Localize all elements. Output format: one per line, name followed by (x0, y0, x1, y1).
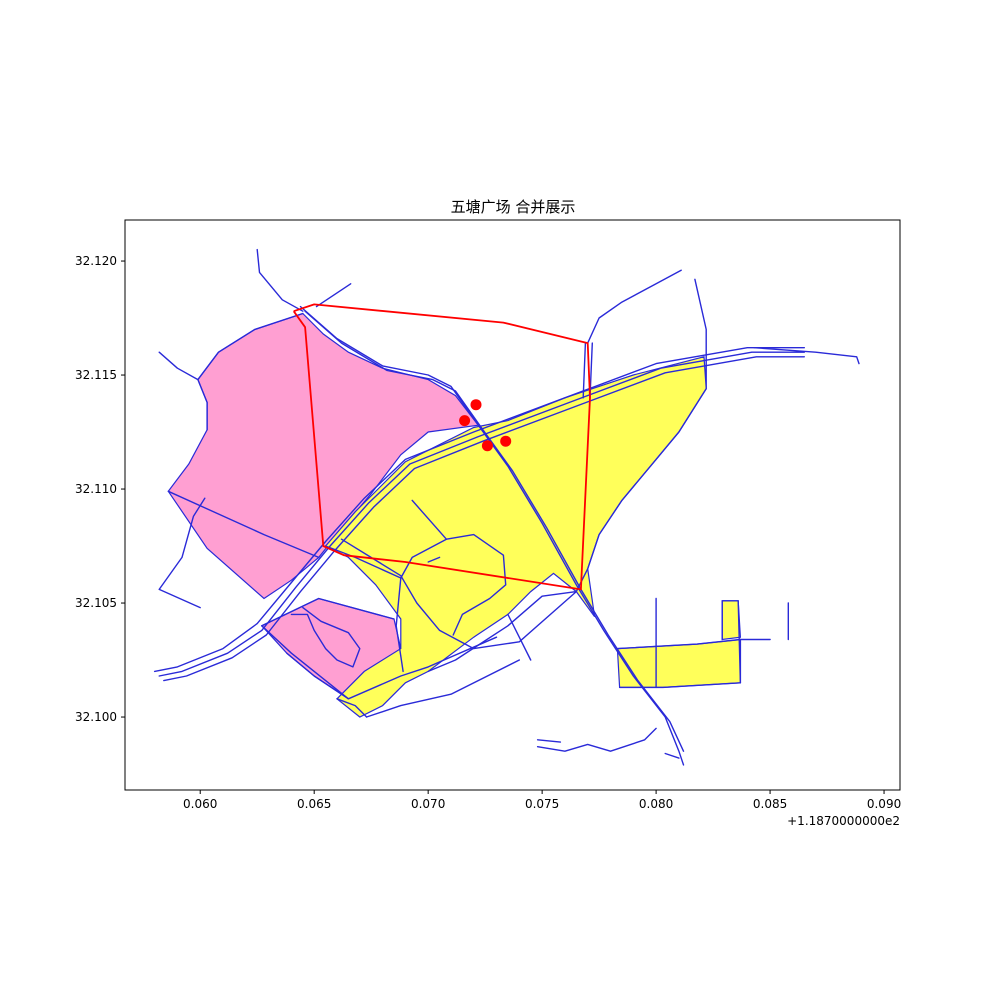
road-line-11 (197, 312, 304, 381)
road-line-3 (163, 356, 805, 682)
axes-frame (124, 219, 901, 791)
pink-area-1 (167, 312, 480, 600)
plot-area (153, 248, 860, 766)
x-tick-label: 0.065 (297, 797, 331, 811)
road-line-24 (347, 636, 498, 700)
map-title: 五塘广场 合并展示 (451, 198, 576, 216)
road-line-14 (582, 342, 587, 399)
road-line-6 (304, 310, 685, 752)
y-axis: 32.100 32.105 32.110 32.115 32.120 (75, 254, 125, 724)
road-line-38 (536, 739, 562, 743)
red-point-2 (470, 399, 482, 411)
road-line-5 (299, 305, 685, 766)
road-line-21 (400, 533, 507, 636)
road-line-32 (616, 638, 771, 650)
y-tick-label: 32.110 (75, 482, 117, 496)
yellow-area-layer (324, 356, 742, 718)
road-line-19 (427, 556, 441, 563)
road-line-39 (664, 752, 680, 759)
x-tick-label: 0.070 (411, 797, 445, 811)
x-tick-label: 0.080 (639, 797, 673, 811)
x-tick-label: 0.090 (867, 797, 901, 811)
road-line-16 (575, 278, 707, 593)
road-line-26 (336, 698, 368, 718)
red-boundary-layer (292, 303, 591, 591)
y-tick-label: 32.120 (75, 254, 117, 268)
road-line-2 (158, 351, 805, 677)
road-line-4 (753, 347, 860, 365)
point-layer (459, 399, 512, 452)
road-line-25 (365, 659, 520, 718)
road-line-12 (167, 490, 320, 559)
road-line-10 (158, 497, 206, 609)
road-line-20 (324, 545, 402, 579)
road-line-8 (315, 283, 352, 308)
y-tick-label: 32.100 (75, 710, 117, 724)
x-offset-label: +1.1870000000e2 (787, 814, 900, 828)
road-line-35 (721, 600, 742, 684)
red-point-1 (459, 415, 471, 427)
road-line-29 (261, 625, 350, 700)
road-line-18 (411, 499, 448, 540)
red-point-4 (500, 435, 512, 447)
red-point-3 (481, 440, 493, 452)
road-line-23 (427, 590, 577, 673)
y-tick-label: 32.105 (75, 596, 117, 610)
road-line-13 (587, 269, 682, 344)
road-line-17 (340, 538, 577, 650)
road-line-22 (395, 577, 404, 673)
road-line-31 (290, 606, 361, 668)
road-line-28 (261, 597, 395, 627)
road-line-27 (507, 613, 532, 661)
road-line-1 (153, 347, 805, 673)
road-line-33 (618, 682, 742, 689)
road-line-30 (286, 652, 350, 700)
road-network-layer (153, 248, 860, 766)
x-tick-label: 0.060 (183, 797, 217, 811)
red-boundary-line (292, 303, 591, 591)
road-line-37 (536, 727, 657, 752)
y-tick-label: 32.115 (75, 368, 117, 382)
x-tick-label: 0.075 (525, 797, 559, 811)
x-axis: 0.060 0.065 0.070 0.075 0.080 0.085 0.090 (183, 790, 901, 811)
x-tick-label: 0.085 (753, 797, 787, 811)
road-line-7 (256, 248, 304, 312)
